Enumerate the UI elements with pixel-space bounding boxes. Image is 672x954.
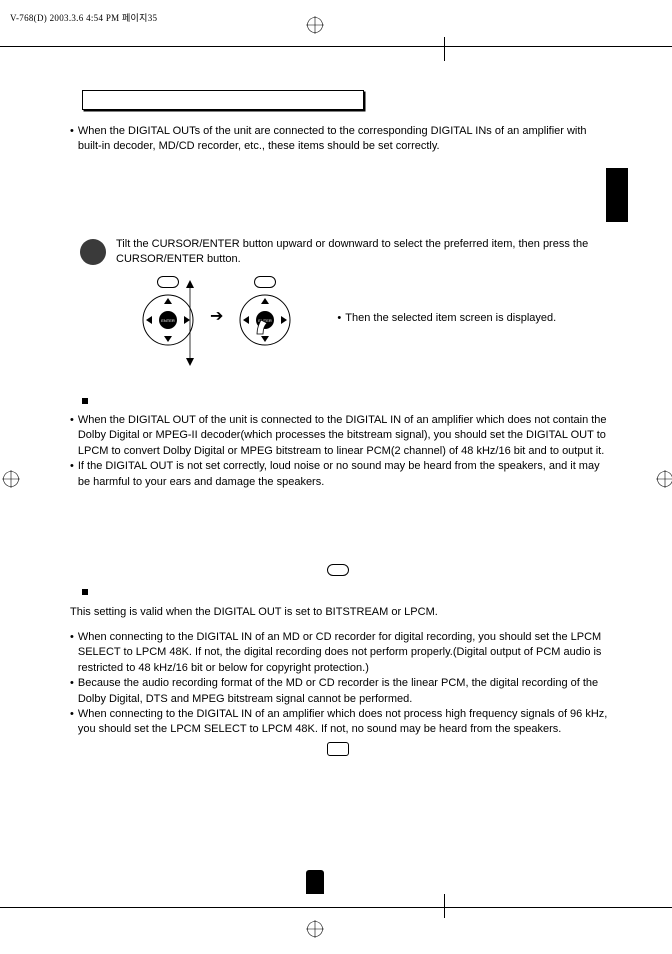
step-row: Tilt the CURSOR/ENTER button upward or d… — [80, 237, 608, 268]
intro-text: When the DIGITAL OUTs of the unit are co… — [78, 124, 608, 155]
s2-text1: When the DIGITAL OUT of the unit is conn… — [78, 413, 608, 459]
s3-valid-text: This setting is valid when the DIGITAL O… — [70, 605, 608, 620]
s2-row2: • If the DIGITAL OUT is not set correctl… — [70, 459, 608, 490]
s2-row1: • When the DIGITAL OUT of the unit is co… — [70, 413, 608, 459]
step-number-circle — [80, 239, 106, 265]
bullet-dot: • — [70, 707, 74, 738]
s3-row2: • Because the audio recording format of … — [70, 676, 608, 707]
step-text: Tilt the CURSOR/ENTER button upward or d… — [116, 237, 608, 268]
trim-rule-bottom — [0, 907, 672, 908]
page-number-tab — [306, 870, 324, 894]
bullet-dot: • — [70, 459, 74, 490]
page-content: • When the DIGITAL OUTs of the unit are … — [68, 90, 608, 761]
s3-row3: • When connecting to the DIGITAL IN of a… — [70, 707, 608, 738]
intro-bullet-row: • When the DIGITAL OUTs of the unit are … — [70, 124, 608, 155]
dpad-right-icon: ENTER — [237, 292, 293, 348]
bullet-dot: • — [70, 630, 74, 676]
svg-text:ENTER: ENTER — [161, 318, 175, 323]
s3-text1: When connecting to the DIGITAL IN of an … — [78, 630, 608, 676]
s3-text2: Because the audio recording format of th… — [78, 676, 608, 707]
bullet-dot: • — [337, 311, 341, 326]
mini-pill-icon — [327, 742, 349, 756]
mini-pill-row — [68, 564, 608, 581]
source-stamp: V-768(D) 2003.3.6 4:54 PM 페이지35 — [10, 12, 157, 25]
trim-rule-top — [0, 46, 672, 47]
mini-pill-icon — [327, 564, 349, 576]
button-pill-icon — [254, 276, 276, 288]
then-text: Then the selected item screen is display… — [345, 311, 556, 326]
section-title-box — [82, 90, 364, 110]
crop-mark-right-icon — [656, 470, 672, 488]
bullet-dot: • — [70, 676, 74, 707]
s3-text3: When connecting to the DIGITAL IN of an … — [78, 707, 608, 738]
controls-row: ENTER ➔ ENTER — [140, 276, 608, 348]
s3-row1: • When connecting to the DIGITAL IN of a… — [70, 630, 608, 676]
side-tab — [606, 168, 628, 222]
square-bullet-icon — [82, 398, 88, 404]
crop-mark-left-icon — [2, 470, 20, 488]
button-pill-icon — [157, 276, 179, 288]
s2-text2: If the DIGITAL OUT is not set correctly,… — [78, 459, 608, 490]
bullet-dot: • — [70, 124, 74, 155]
dpad-left-icon: ENTER — [140, 292, 196, 348]
bullet-dot: • — [70, 413, 74, 459]
then-row: • Then the selected item screen is displ… — [337, 311, 556, 326]
square-bullet-icon — [82, 589, 88, 595]
crop-mark-top-icon — [306, 16, 324, 34]
arrow-right-icon: ➔ — [210, 306, 223, 328]
crop-mark-bottom-icon — [306, 920, 324, 938]
